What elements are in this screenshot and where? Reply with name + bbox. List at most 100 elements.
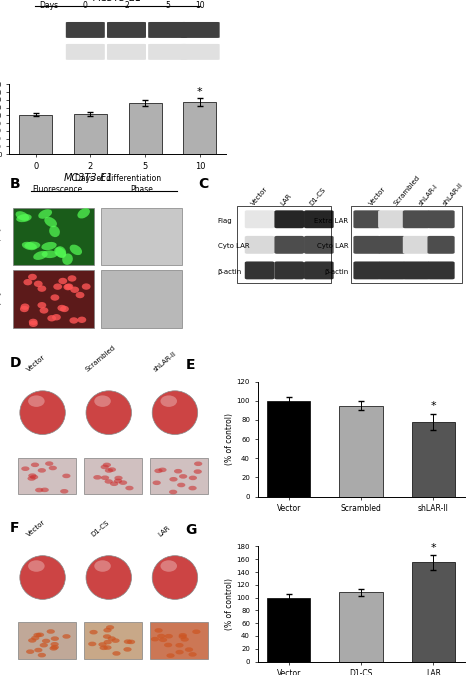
Bar: [19, 115, 52, 154]
Ellipse shape: [51, 645, 59, 649]
FancyBboxPatch shape: [66, 22, 105, 38]
Ellipse shape: [101, 475, 109, 480]
Ellipse shape: [174, 469, 182, 473]
Bar: [84, 622, 142, 659]
FancyBboxPatch shape: [354, 261, 381, 279]
FancyBboxPatch shape: [428, 211, 455, 228]
Text: MC3T3-E1: MC3T3-E1: [93, 0, 143, 3]
Ellipse shape: [90, 630, 98, 634]
Ellipse shape: [192, 629, 201, 634]
Text: D1-CS: D1-CS: [309, 186, 327, 207]
Ellipse shape: [20, 391, 65, 435]
Ellipse shape: [29, 321, 38, 327]
Ellipse shape: [64, 284, 73, 290]
FancyBboxPatch shape: [274, 211, 304, 228]
Ellipse shape: [103, 645, 111, 650]
Bar: [412, 422, 455, 497]
Bar: [183, 102, 216, 154]
Ellipse shape: [158, 468, 167, 472]
Ellipse shape: [108, 637, 116, 641]
FancyBboxPatch shape: [304, 236, 334, 254]
Ellipse shape: [27, 476, 36, 481]
Ellipse shape: [88, 642, 96, 646]
Text: β-actin: β-actin: [324, 269, 348, 275]
FancyBboxPatch shape: [403, 261, 430, 279]
Bar: [267, 401, 310, 497]
Bar: [18, 458, 76, 494]
Ellipse shape: [166, 653, 174, 658]
Text: *: *: [430, 402, 436, 411]
Bar: [13, 271, 94, 328]
Ellipse shape: [44, 217, 57, 227]
Ellipse shape: [77, 208, 90, 219]
Ellipse shape: [179, 634, 187, 639]
Text: B: B: [9, 177, 20, 191]
Text: G: G: [185, 523, 197, 537]
FancyBboxPatch shape: [428, 236, 455, 254]
Ellipse shape: [64, 284, 72, 290]
Ellipse shape: [175, 650, 184, 655]
Text: β-actin: β-actin: [218, 269, 242, 275]
Ellipse shape: [33, 632, 42, 637]
Bar: [412, 562, 455, 662]
Text: β-actin: β-actin: [0, 47, 5, 57]
Text: C: C: [198, 177, 208, 191]
Ellipse shape: [37, 302, 46, 308]
Ellipse shape: [86, 556, 131, 599]
Ellipse shape: [151, 637, 159, 641]
Ellipse shape: [119, 481, 127, 485]
FancyBboxPatch shape: [403, 211, 430, 228]
Ellipse shape: [155, 468, 163, 473]
Ellipse shape: [70, 287, 79, 293]
Text: F: F: [9, 521, 19, 535]
Text: 10: 10: [195, 1, 205, 9]
Ellipse shape: [63, 634, 71, 639]
Text: LAR: LAR: [279, 192, 292, 207]
Ellipse shape: [28, 396, 45, 407]
Ellipse shape: [108, 467, 116, 472]
Text: D: D: [9, 356, 21, 370]
Ellipse shape: [103, 634, 111, 639]
Ellipse shape: [112, 651, 120, 655]
Ellipse shape: [123, 647, 132, 651]
Text: Phase: Phase: [130, 185, 153, 194]
Ellipse shape: [100, 464, 109, 469]
Ellipse shape: [51, 637, 59, 641]
Ellipse shape: [181, 637, 189, 642]
Ellipse shape: [189, 486, 197, 491]
FancyBboxPatch shape: [378, 236, 405, 254]
Ellipse shape: [41, 242, 57, 250]
FancyBboxPatch shape: [354, 236, 381, 254]
Text: Vector: Vector: [26, 354, 47, 373]
Ellipse shape: [49, 466, 57, 470]
Ellipse shape: [38, 209, 52, 219]
Ellipse shape: [124, 639, 132, 644]
Ellipse shape: [127, 640, 135, 644]
Text: *: *: [197, 86, 203, 97]
Ellipse shape: [94, 396, 111, 407]
FancyBboxPatch shape: [403, 236, 430, 254]
Ellipse shape: [35, 488, 43, 492]
Text: MC3T3-E1: MC3T3-E1: [64, 173, 114, 184]
Ellipse shape: [55, 246, 66, 258]
FancyBboxPatch shape: [245, 211, 274, 228]
Ellipse shape: [185, 647, 193, 652]
Ellipse shape: [39, 307, 48, 314]
Ellipse shape: [100, 645, 108, 650]
Ellipse shape: [169, 477, 178, 481]
Text: Days: Days: [39, 1, 58, 9]
Ellipse shape: [36, 632, 44, 637]
Ellipse shape: [169, 489, 177, 494]
Ellipse shape: [111, 639, 119, 643]
Bar: [129, 103, 162, 154]
FancyBboxPatch shape: [428, 261, 455, 279]
Text: 2: 2: [124, 1, 129, 9]
Text: Scrambled: Scrambled: [393, 174, 421, 207]
Text: LAR: LAR: [0, 25, 5, 34]
Ellipse shape: [68, 275, 76, 281]
Ellipse shape: [16, 214, 32, 222]
Bar: [18, 622, 76, 659]
Ellipse shape: [31, 636, 39, 641]
Ellipse shape: [29, 319, 37, 325]
Y-axis label: (% of control): (% of control): [225, 413, 234, 465]
